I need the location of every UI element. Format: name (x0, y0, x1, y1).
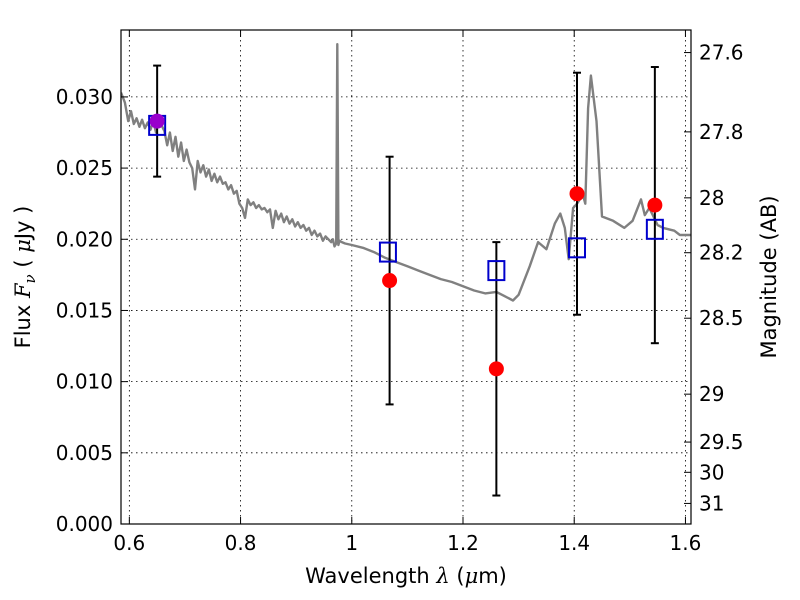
model-photometry-point (568, 237, 586, 259)
observed-photometry-point (647, 197, 663, 213)
grid (121, 30, 691, 524)
x-axis-label: Wavelength λ (μm) (305, 564, 507, 588)
y2-tick-label: 28.5 (699, 306, 744, 330)
y-tick-label: 0.025 (56, 156, 113, 180)
y-tick-label: 0.010 (56, 370, 113, 394)
x-tick-label: 0.6 (113, 531, 145, 555)
y2-tick-label: 29 (699, 382, 724, 406)
y2-tick-label: 28 (699, 186, 724, 210)
y2-tick-label: 31 (699, 491, 724, 515)
x-tick-label: 1.2 (447, 531, 479, 555)
y-tick-label: 0.020 (56, 227, 113, 251)
observed-photometry-point (382, 273, 398, 289)
y-tick-label: 0.000 (56, 512, 113, 536)
spectrum-line (121, 43, 691, 302)
x-tick-label: 1 (345, 531, 358, 555)
model-photometry-point (645, 218, 664, 240)
y2-tick-label: 27.6 (699, 41, 744, 65)
observed-photometry-point (569, 186, 585, 202)
observed-photometry-point (488, 361, 504, 377)
y2-tick-label: 27.8 (699, 120, 744, 144)
ticks: 0.6 0.8 1 1.2 1.4 1.6 0.000 0.005 0.010 0.015 0.02… (56, 30, 744, 555)
observed-photometry-point (149, 113, 165, 129)
y-tick-label: 0.005 (56, 441, 113, 465)
y-tick-label: 0.015 (56, 298, 113, 322)
x-tick-label: 0.8 (225, 531, 257, 555)
y2-tick-label: 28.2 (699, 241, 744, 265)
y2-axis-label: Magnitude (AB) (757, 195, 781, 358)
x-tick-label: 1.4 (558, 531, 590, 555)
x-tick-label: 1.6 (670, 531, 702, 555)
y2-tick-label: 29.5 (699, 430, 744, 454)
model-photometry-point (487, 260, 506, 282)
y-tick-label: 0.030 (56, 85, 113, 109)
model-photometry-point (378, 241, 397, 263)
y-axis-label: Flux Fν ( μJy ) (11, 206, 39, 349)
plot-frame (120, 29, 692, 525)
series-layer (121, 43, 691, 497)
y2-tick-label: 30 (699, 460, 724, 484)
